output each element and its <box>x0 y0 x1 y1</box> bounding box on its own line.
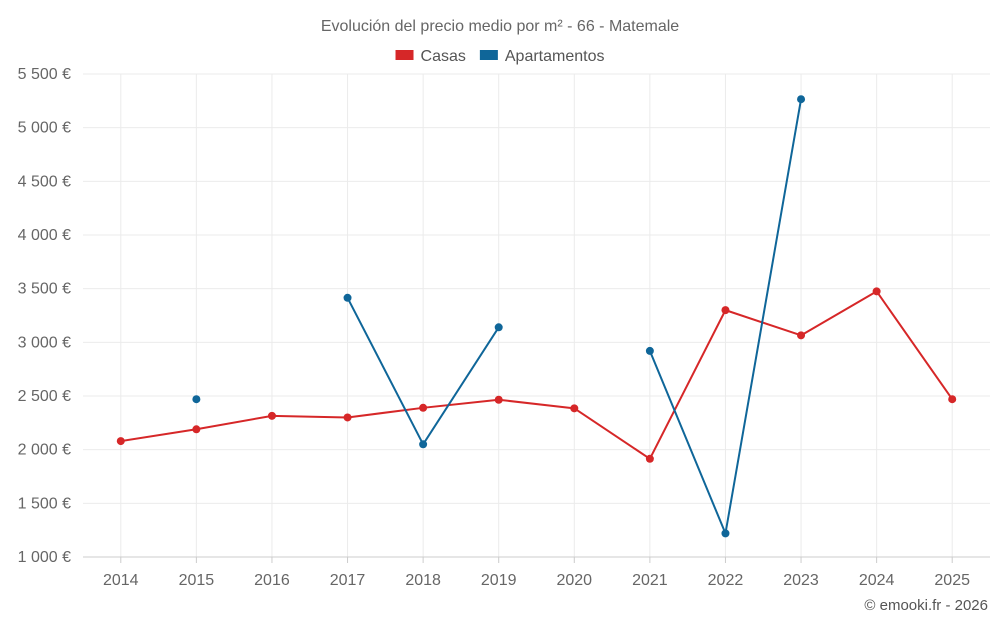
x-tick-label: 2018 <box>405 572 441 589</box>
grid <box>83 73 990 558</box>
x-tick-label: 2021 <box>632 572 668 589</box>
y-tick-label: 2 000 € <box>18 442 71 459</box>
apartamentos-point <box>645 346 654 355</box>
casas-point <box>267 411 276 420</box>
legend-label-apartamentos: Apartamentos <box>505 48 605 65</box>
legend-swatch-casas <box>395 50 414 60</box>
x-tick-label: 2016 <box>254 572 290 589</box>
y-tick-label: 3 000 € <box>18 334 71 351</box>
apartamentos-point <box>721 529 730 538</box>
legend: Casas Apartamentos <box>395 48 605 65</box>
x-tick-label: 2025 <box>934 572 970 589</box>
x-tick-label: 2020 <box>556 572 592 589</box>
casas-point <box>721 306 730 315</box>
y-tick-label: 5 000 € <box>18 120 71 137</box>
apartamentos-point <box>192 395 201 404</box>
apartamentos-point <box>419 440 428 449</box>
y-tick-label: 4 500 € <box>18 173 71 190</box>
y-tick-label: 2 500 € <box>18 388 71 405</box>
x-tick-label: 2017 <box>330 572 366 589</box>
casas-point <box>797 331 806 340</box>
series-layer <box>116 95 957 538</box>
casas-point <box>116 437 125 446</box>
x-tick-label: 2019 <box>481 572 517 589</box>
casas-point <box>645 454 654 463</box>
y-tick-label: 1 500 € <box>18 495 71 512</box>
casas-point <box>570 404 579 413</box>
chart-title: Evolución del precio medio por m² - 66 -… <box>321 18 679 35</box>
legend-swatch-apartamentos <box>479 50 498 60</box>
casas-point <box>948 395 957 404</box>
casas-point <box>192 425 201 434</box>
y-axis: 1 000 € 1 500 € 2 000 € 2 500 € 3 000 € 3 500… <box>18 66 71 566</box>
apartamentos-point <box>343 293 352 302</box>
casas-point <box>872 287 881 296</box>
x-tick-label: 2022 <box>708 572 744 589</box>
casas-point <box>419 403 428 412</box>
apartamentos-point <box>494 323 503 332</box>
y-tick-label: 4 000 € <box>18 227 71 244</box>
credit-text: © emooki.fr - 2026 <box>864 597 988 614</box>
y-tick-label: 3 500 € <box>18 281 71 298</box>
casas-line <box>120 290 954 460</box>
x-tick-label: 2023 <box>783 572 819 589</box>
x-tick-label: 2024 <box>859 572 895 589</box>
x-axis: 2014 2015 2016 2017 2018 2019 2020 2021 2022 2023… <box>83 556 990 589</box>
casas-point <box>343 413 352 422</box>
x-tick-label: 2014 <box>103 572 139 589</box>
x-tick-label: 2015 <box>179 572 215 589</box>
casas-point <box>494 395 503 404</box>
apartamentos-point <box>797 95 806 104</box>
legend-label-casas: Casas <box>421 48 466 65</box>
y-tick-label: 1 000 € <box>18 549 71 566</box>
y-tick-label: 5 500 € <box>18 66 71 83</box>
